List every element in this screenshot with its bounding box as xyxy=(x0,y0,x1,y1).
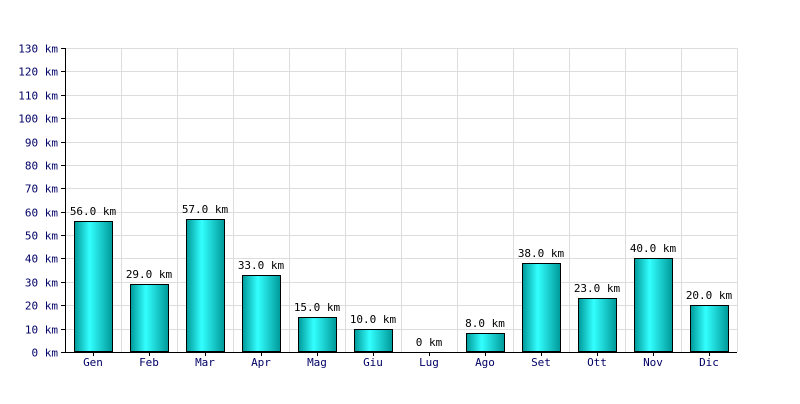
data-label-dic: 20.0 km xyxy=(686,289,733,302)
bar-mar xyxy=(186,219,225,352)
y-tick-label: 130 km xyxy=(18,43,58,56)
data-label-ago: 8.0 km xyxy=(465,317,505,330)
y-tick-label: 30 km xyxy=(25,277,58,290)
x-tick-label-lug: Lug xyxy=(419,356,439,369)
bar-dic xyxy=(690,305,729,352)
bar-giu xyxy=(354,329,393,352)
x-tick-label-dic: Dic xyxy=(699,356,719,369)
x-tick-label-feb: Feb xyxy=(139,356,159,369)
x-tick-label-ago: Ago xyxy=(475,356,495,369)
bar-mag xyxy=(298,317,337,352)
y-tick-label: 80 km xyxy=(25,160,58,173)
x-tick-label-mar: Mar xyxy=(195,356,215,369)
x-tick-label-gen: Gen xyxy=(83,356,103,369)
data-label-gen: 56.0 km xyxy=(70,205,117,218)
y-tick-label: 90 km xyxy=(25,137,58,150)
bar-apr xyxy=(242,275,281,352)
data-label-apr: 33.0 km xyxy=(238,259,285,272)
data-label-ott: 23.0 km xyxy=(574,282,621,295)
bar-ott xyxy=(578,298,617,352)
y-tick-label: 0 km xyxy=(32,347,59,360)
x-tick-label-apr: Apr xyxy=(251,356,271,369)
x-tick-label-giu: Giu xyxy=(363,356,383,369)
x-tick-label-nov: Nov xyxy=(643,356,663,369)
bar-feb xyxy=(130,284,169,352)
y-tick-label: 110 km xyxy=(18,90,58,103)
y-tick-label: 100 km xyxy=(18,113,58,126)
labels-layer: 0 km 10 km 20 km 30 km 40 km 50 km 60 km 70 km 8… xyxy=(18,43,732,370)
data-label-mar: 57.0 km xyxy=(182,203,229,216)
y-tick-label: 60 km xyxy=(25,207,58,220)
data-label-set: 38.0 km xyxy=(518,247,565,260)
bar-gen xyxy=(74,221,113,352)
x-tick-label-ott: Ott xyxy=(587,356,607,369)
bars-layer xyxy=(74,219,729,352)
bar-ago xyxy=(466,333,505,352)
x-tick-label-set: Set xyxy=(531,356,551,369)
y-tick-label: 40 km xyxy=(25,253,58,266)
axes-layer xyxy=(61,48,737,356)
y-tick-label: 70 km xyxy=(25,183,58,196)
data-label-mag: 15.0 km xyxy=(294,301,341,314)
data-label-giu: 10.0 km xyxy=(350,313,397,326)
data-label-lug: 0 km xyxy=(416,336,443,349)
y-tick-label: 120 km xyxy=(18,66,58,79)
data-label-feb: 29.0 km xyxy=(126,268,173,281)
x-tick-label-mag: Mag xyxy=(307,356,327,369)
data-label-nov: 40.0 km xyxy=(630,242,677,255)
y-tick-label: 10 km xyxy=(25,324,58,337)
bar-set xyxy=(522,263,561,352)
y-tick-label: 20 km xyxy=(25,300,58,313)
y-tick-label: 50 km xyxy=(25,230,58,243)
bar-nov xyxy=(634,258,673,352)
